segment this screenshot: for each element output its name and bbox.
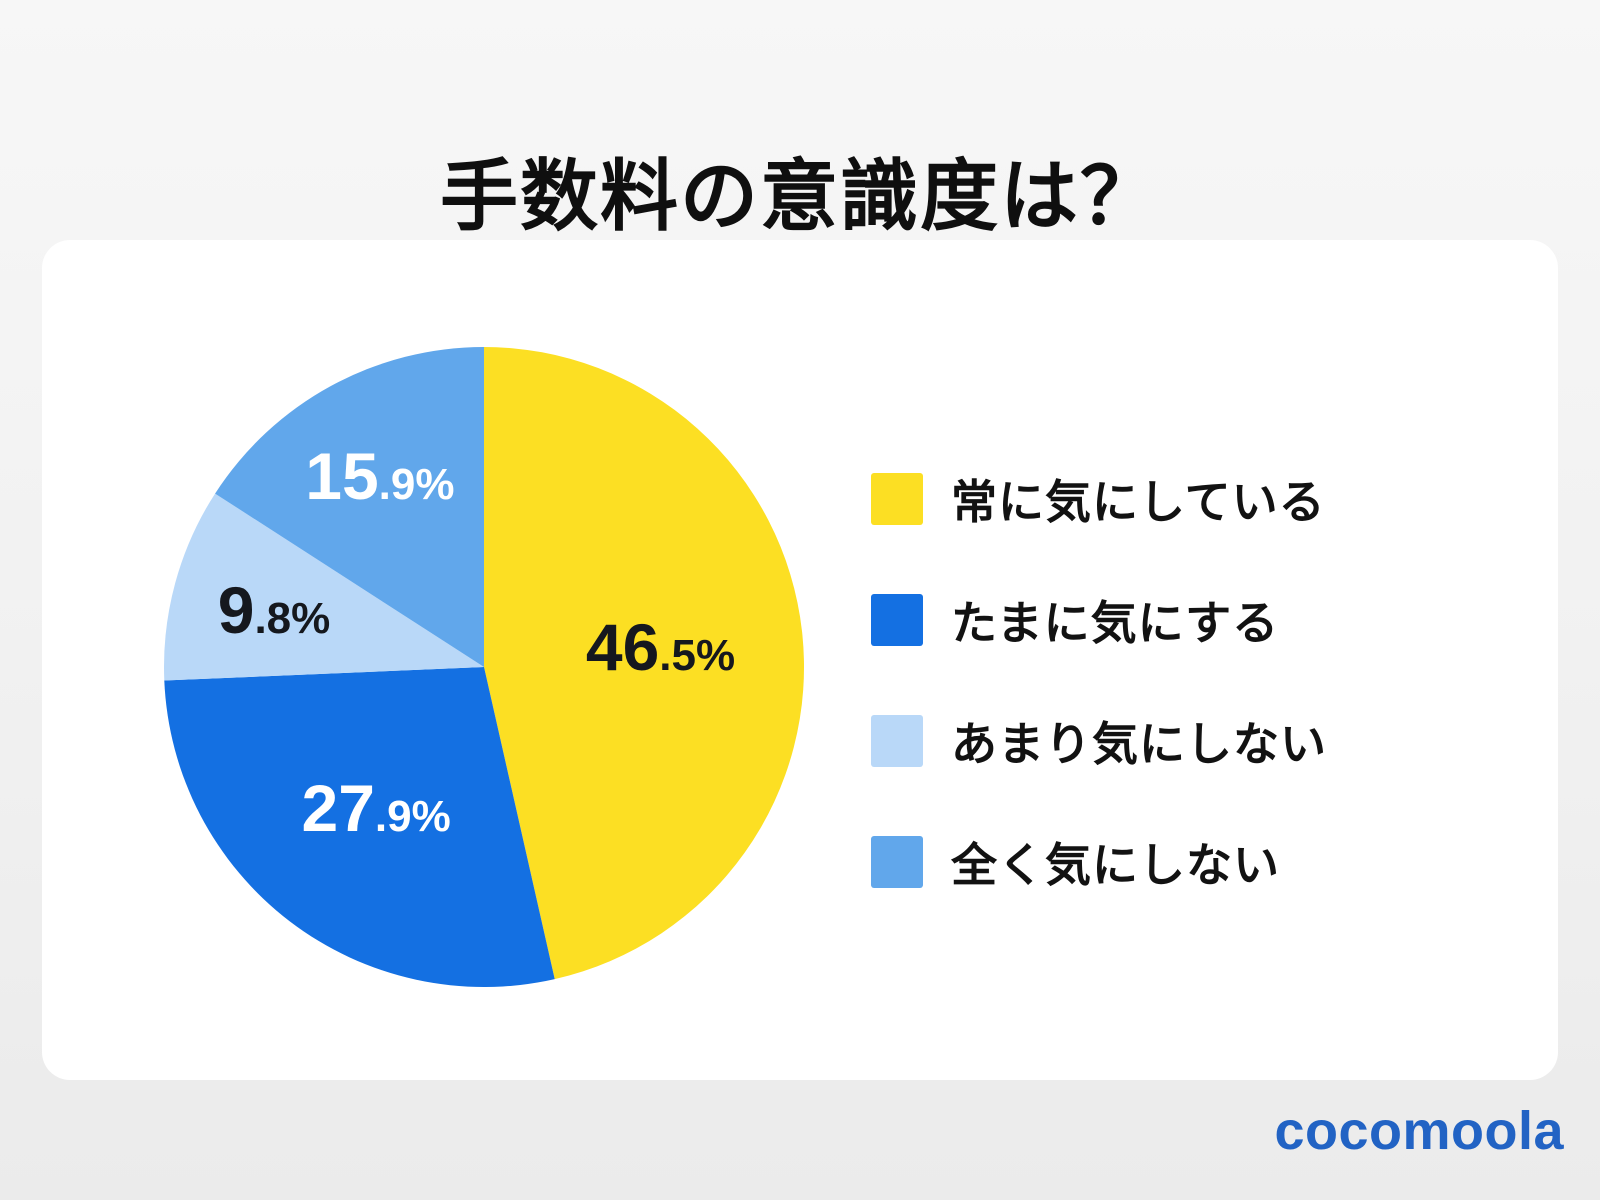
page-title: 手数料の意識度は？: [439, 152, 1160, 241]
legend-label-3: 全く気にしない: [951, 839, 1280, 891]
brand-logo: cocomoola: [1274, 1101, 1564, 1161]
pie-chart: [164, 347, 805, 988]
pie-label-2: 9.8%: [217, 572, 331, 647]
pie-slice-3: [215, 347, 484, 667]
legend-item-1: たまに気にする: [871, 593, 1327, 649]
chart-card: 46.5% 27.9% 9.8% 15.9% 常に気にしている たまに気にする あまり気に…: [42, 240, 1558, 1080]
legend-swatch-0: [871, 473, 923, 525]
pie-slice-2: [164, 493, 484, 681]
legend-swatch-1: [871, 594, 923, 646]
pie-label-0: 46.5%: [585, 610, 736, 685]
pie-slice-1: [164, 667, 555, 988]
legend-item-3: 全く気にしない: [871, 835, 1327, 891]
legend-item-2: あまり気にしない: [871, 714, 1327, 770]
pie-chart-area: 46.5% 27.9% 9.8% 15.9%: [154, 337, 814, 997]
legend-label-1: たまに気にする: [951, 597, 1280, 649]
legend-label-0: 常に気にしている: [951, 476, 1326, 528]
legend-item-0: 常に気にしている: [871, 472, 1327, 528]
legend-swatch-2: [871, 715, 923, 767]
legend-swatch-3: [871, 836, 923, 888]
legend-label-2: あまり気にしない: [951, 718, 1327, 770]
pie-label-1: 27.9%: [301, 771, 451, 846]
pie-slice-0: [484, 347, 805, 980]
pie-label-3: 15.9%: [305, 438, 455, 513]
legend: 常に気にしている たまに気にする あまり気にしない 全く気にしない: [871, 472, 1327, 956]
